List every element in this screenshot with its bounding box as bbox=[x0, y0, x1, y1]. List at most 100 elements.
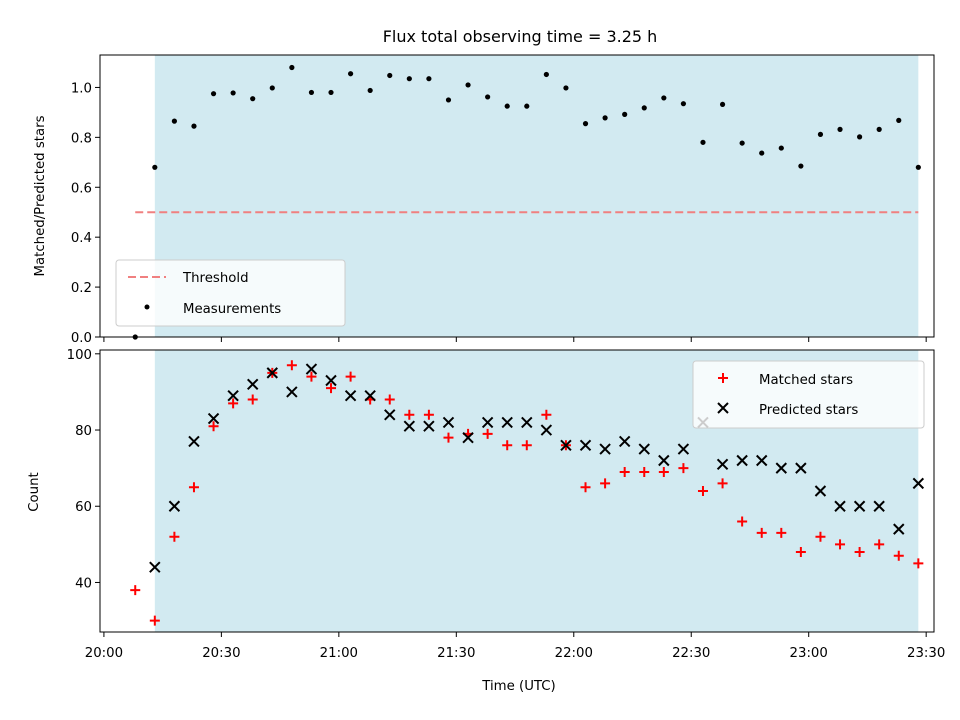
matched-star-point bbox=[443, 432, 454, 443]
matched-star-point bbox=[208, 421, 219, 432]
matched-star-point bbox=[795, 546, 806, 557]
measurement-point bbox=[347, 71, 354, 77]
top-axes-frame bbox=[99, 54, 935, 338]
top-y-tick-label: 0.0 bbox=[71, 331, 92, 346]
matched-star-point bbox=[482, 428, 493, 439]
top-panel: 0.0 0.2 0.4 0.6 0.8 1.0 Matched/Predicted sta… bbox=[33, 54, 935, 346]
predicted-legend-marker bbox=[717, 402, 729, 414]
bottom-y-axis-label: Count bbox=[27, 472, 42, 512]
predicted-star-point bbox=[403, 420, 416, 432]
measurement-point bbox=[759, 150, 765, 156]
matched-star-point bbox=[149, 615, 160, 626]
measurement-point bbox=[798, 163, 804, 169]
measurement-point bbox=[739, 140, 745, 146]
predicted-star-point bbox=[188, 435, 200, 448]
measurement-point bbox=[250, 96, 256, 102]
measurement-point bbox=[837, 126, 843, 132]
x-tick-label: 20:30 bbox=[202, 646, 240, 661]
x-tick-label: 21:00 bbox=[320, 646, 358, 661]
predicted-star-point bbox=[775, 462, 788, 474]
bottom-y-ticks: 40 60 80 100 bbox=[67, 348, 100, 591]
measurement-point bbox=[308, 89, 315, 96]
matched-star-point bbox=[521, 440, 532, 451]
predicted-star-point bbox=[736, 454, 748, 467]
bottom-x-axis-label: Time (UTC) bbox=[481, 679, 556, 694]
predicted-star-point bbox=[168, 500, 181, 512]
measurement-point bbox=[582, 121, 589, 127]
matched-star-point bbox=[639, 466, 650, 477]
bottom-panel: 20:00 20:30 21:00 21:30 22:00 22:30 23:00 23:30… bbox=[27, 348, 945, 694]
top-y-tick-label: 0.4 bbox=[71, 231, 92, 246]
measurement-point bbox=[328, 89, 334, 96]
x-tick-label: 21:30 bbox=[437, 646, 475, 661]
matched-star-point bbox=[502, 440, 513, 451]
measurement-point bbox=[543, 71, 549, 78]
predicted-star-point bbox=[325, 374, 337, 387]
measurement-point bbox=[622, 111, 628, 117]
matched-star-point bbox=[678, 463, 689, 474]
predicted-star-point bbox=[716, 458, 729, 471]
measurement-point bbox=[171, 118, 177, 124]
predicted-star-point bbox=[912, 477, 925, 490]
predicted-star-point bbox=[795, 462, 807, 474]
measurement-point bbox=[915, 164, 921, 170]
matched-star-point bbox=[169, 531, 180, 542]
x-tick-label: 23:00 bbox=[790, 646, 828, 661]
top-y-tick-label: 0.8 bbox=[71, 131, 92, 146]
measurement-point bbox=[719, 101, 726, 108]
matched-star-point bbox=[306, 371, 317, 382]
predicted-star-point bbox=[266, 367, 278, 379]
threshold-legend-label: Threshold bbox=[182, 271, 249, 286]
measurement-point bbox=[387, 72, 393, 79]
predicted-star-point bbox=[462, 431, 474, 444]
measurement-point bbox=[230, 90, 236, 96]
matched-star-point bbox=[854, 546, 865, 557]
predicted-star-point bbox=[305, 363, 318, 375]
predicted-star-point bbox=[344, 390, 357, 402]
matched-star-point bbox=[619, 466, 630, 477]
top-x-ticks bbox=[103, 337, 927, 342]
predicted-legend-swatch bbox=[717, 402, 729, 414]
measurement-point bbox=[191, 123, 197, 129]
measurements-legend-swatch bbox=[144, 304, 150, 310]
predicted-star-point bbox=[618, 435, 631, 448]
predicted-star-point bbox=[579, 439, 592, 451]
top-y-ticks: 0.0 0.2 0.4 0.6 0.8 1.0 bbox=[71, 81, 100, 346]
predicted-star-point bbox=[599, 443, 611, 455]
matched-star-point bbox=[815, 531, 826, 542]
predicted-star-point bbox=[384, 409, 396, 421]
measurement-point bbox=[465, 82, 471, 88]
predicted-star-point bbox=[149, 561, 161, 573]
matched-star-point bbox=[247, 394, 258, 405]
matched-star-point bbox=[541, 409, 552, 420]
bottom-y-tick-label: 40 bbox=[75, 576, 92, 591]
predicted-star-point bbox=[853, 500, 866, 512]
matched-star-point bbox=[228, 398, 239, 409]
measurement-point bbox=[406, 76, 412, 82]
top-legend-box bbox=[115, 259, 346, 327]
matched-star-point bbox=[776, 527, 787, 538]
matched-legend-marker bbox=[718, 373, 728, 383]
measurement-point bbox=[367, 87, 373, 94]
matched-star-point bbox=[404, 409, 415, 420]
x-tick-label: 22:30 bbox=[672, 646, 710, 661]
measurement-point bbox=[778, 145, 784, 151]
matched-star-point bbox=[697, 486, 708, 496]
measurement-point bbox=[661, 95, 667, 101]
measurement-point bbox=[485, 94, 491, 100]
bottom-x-ticks: 20:00 20:30 21:00 21:30 22:00 22:30 23:00 23:30 bbox=[85, 632, 945, 661]
bottom-y-tick-label: 100 bbox=[67, 348, 92, 363]
measurement-point bbox=[289, 64, 295, 71]
matched-star-point bbox=[835, 539, 846, 550]
matched-star-point bbox=[913, 558, 924, 569]
predicted-star-point bbox=[442, 416, 455, 429]
matched-star-point bbox=[130, 585, 141, 596]
predicted-star-point bbox=[677, 443, 690, 455]
matched-star-point bbox=[286, 360, 297, 371]
predicted-star-point bbox=[481, 416, 494, 429]
bottom-legend: Matched stars Predicted stars bbox=[692, 360, 925, 429]
top-y-axis-label: Matched/Predicted stars bbox=[33, 115, 48, 276]
matched-star-point bbox=[874, 539, 885, 550]
measurement-point bbox=[524, 103, 530, 109]
